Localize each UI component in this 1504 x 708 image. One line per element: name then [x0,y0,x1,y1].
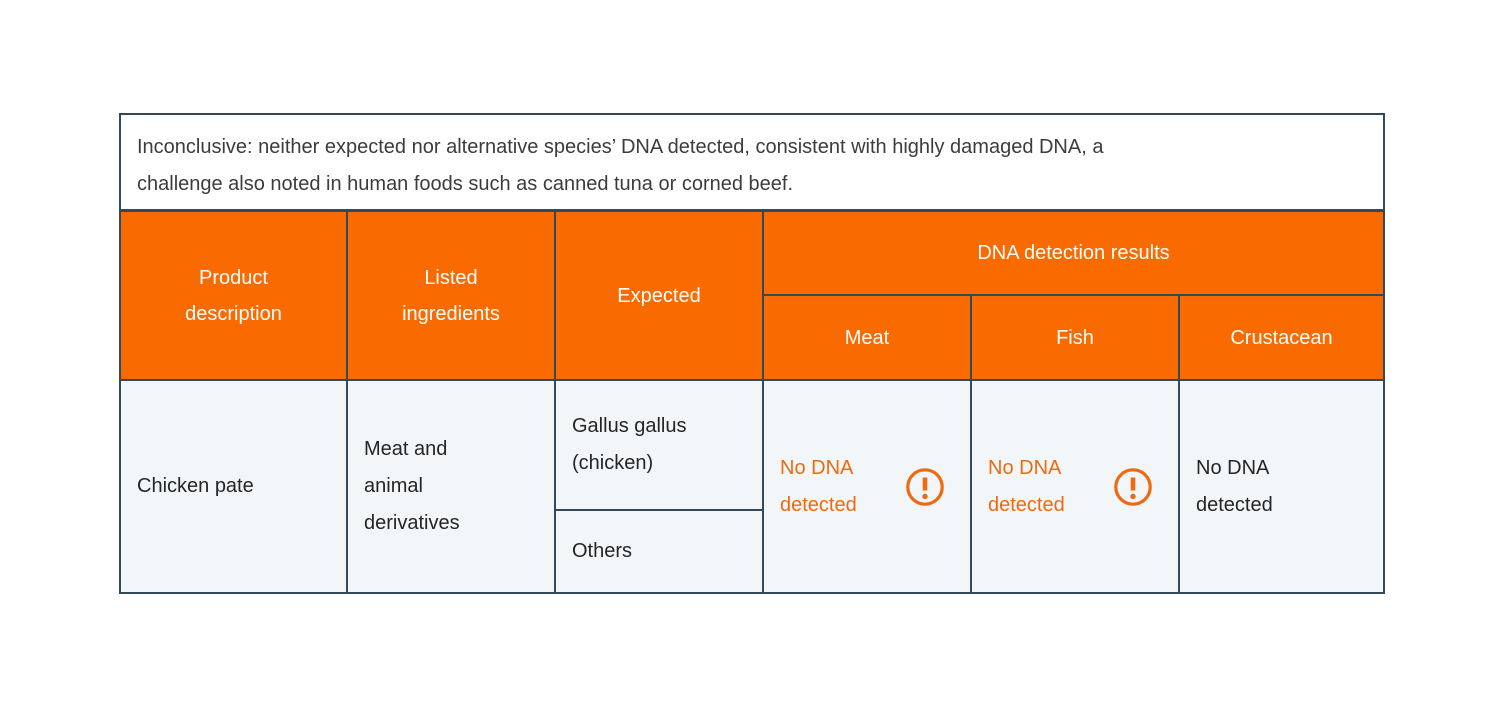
expected-others-text: Others [572,540,633,562]
table-row: Chicken pate Meat and animal derivatives… [121,379,1383,592]
header-listed-ingredients: Listed ingredients [348,212,556,379]
table-note: Inconclusive: neither expected nor alter… [121,115,1383,212]
header-dna-subcolumns: Meat Fish Crustacean [764,296,1383,379]
header-dna-detection-group: DNA detection results Meat Fish Crustace… [764,212,1383,379]
cell-fish-result: No DNA detected [972,381,1180,592]
dna-results-table: Inconclusive: neither expected nor alter… [119,113,1385,594]
expected-species-text: Gallus gallus (chicken) [572,415,687,474]
cell-crustacean-result: No DNA detected [1180,381,1383,592]
cell-listed-ingredients: Meat and animal derivatives [348,381,556,592]
cell-meat-result: No DNA detected [764,381,972,592]
header-fish: Fish [972,296,1180,379]
cell-expected: Gallus gallus (chicken) Others [556,381,764,592]
table-header: Product description Listed ingredients E… [121,212,1383,379]
exclamation-circle-icon [906,467,944,506]
header-crustacean: Crustacean [1180,296,1383,379]
listed-ingredients-text: Meat and animal derivatives [364,438,460,534]
cell-product-description: Chicken pate [121,381,348,592]
cell-expected-others: Others [556,511,762,592]
product-description-text: Chicken pate [137,475,254,497]
fish-result-text: No DNA detected [988,456,1065,516]
exclamation-circle-icon [1114,467,1152,506]
header-product-description: Product description [121,212,348,379]
meat-result-text: No DNA detected [780,456,857,516]
cell-expected-species: Gallus gallus (chicken) [556,381,762,511]
header-dna-detection-results: DNA detection results [764,212,1383,296]
crustacean-result-text: No DNA detected [1196,456,1273,516]
header-meat: Meat [764,296,972,379]
header-expected: Expected [556,212,764,379]
